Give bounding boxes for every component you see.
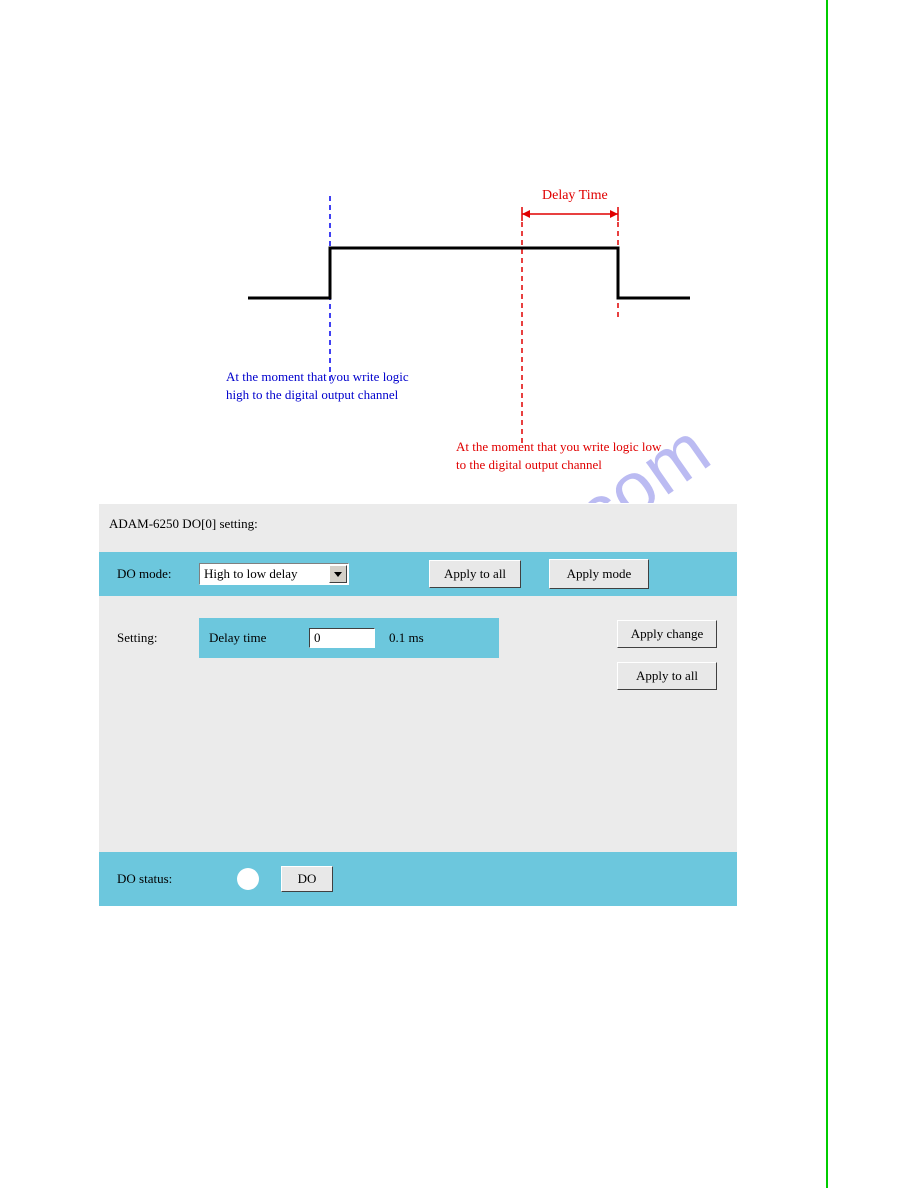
status-indicator-icon — [237, 868, 259, 890]
caption-rise-line1: At the moment that you write logic — [226, 369, 409, 384]
settings-panel: ADAM-6250 DO[0] setting: DO mode: High t… — [98, 503, 738, 907]
delay-time-input[interactable] — [309, 628, 375, 648]
setting-action-buttons: Apply change Apply to all — [617, 620, 717, 690]
do-toggle-label: DO — [298, 871, 317, 887]
apply-to-all-mode-label: Apply to all — [444, 566, 506, 582]
do-toggle-button[interactable]: DO — [281, 866, 333, 892]
status-label: DO status: — [99, 871, 199, 887]
caption-fall-line1: At the moment that you write logic low — [456, 439, 661, 454]
caption-fall-line2: to the digital output channel — [456, 457, 602, 472]
apply-to-all-setting-label: Apply to all — [636, 668, 698, 684]
timing-diagram: Delay Time At the moment that you write … — [98, 188, 738, 488]
delay-setting-box: Delay time 0.1 ms — [199, 618, 499, 658]
delay-time-unit: 0.1 ms — [389, 630, 424, 646]
apply-to-all-setting-button[interactable]: Apply to all — [617, 662, 717, 690]
setting-label: Setting: — [99, 630, 199, 646]
mode-label: DO mode: — [99, 566, 199, 582]
delay-time-label-field: Delay time — [209, 630, 309, 646]
caption-rise: At the moment that you write logic high … — [226, 368, 409, 403]
apply-change-label: Apply change — [631, 626, 704, 642]
delay-time-label: Delay Time — [542, 188, 608, 204]
apply-to-all-mode-button[interactable]: Apply to all — [429, 560, 521, 588]
mode-select[interactable]: High to low delay — [199, 563, 349, 585]
page-right-border — [826, 0, 828, 1188]
chevron-down-icon — [329, 565, 347, 583]
status-row: DO status: DO — [99, 852, 737, 906]
panel-title: ADAM-6250 DO[0] setting: — [109, 516, 258, 532]
apply-change-button[interactable]: Apply change — [617, 620, 717, 648]
mode-row: DO mode: High to low delay Apply to all … — [99, 552, 737, 596]
mode-select-value: High to low delay — [204, 566, 298, 582]
apply-mode-label: Apply mode — [567, 566, 632, 582]
apply-mode-button[interactable]: Apply mode — [549, 559, 649, 589]
caption-rise-line2: high to the digital output channel — [226, 387, 398, 402]
caption-fall: At the moment that you write logic low t… — [456, 438, 661, 473]
